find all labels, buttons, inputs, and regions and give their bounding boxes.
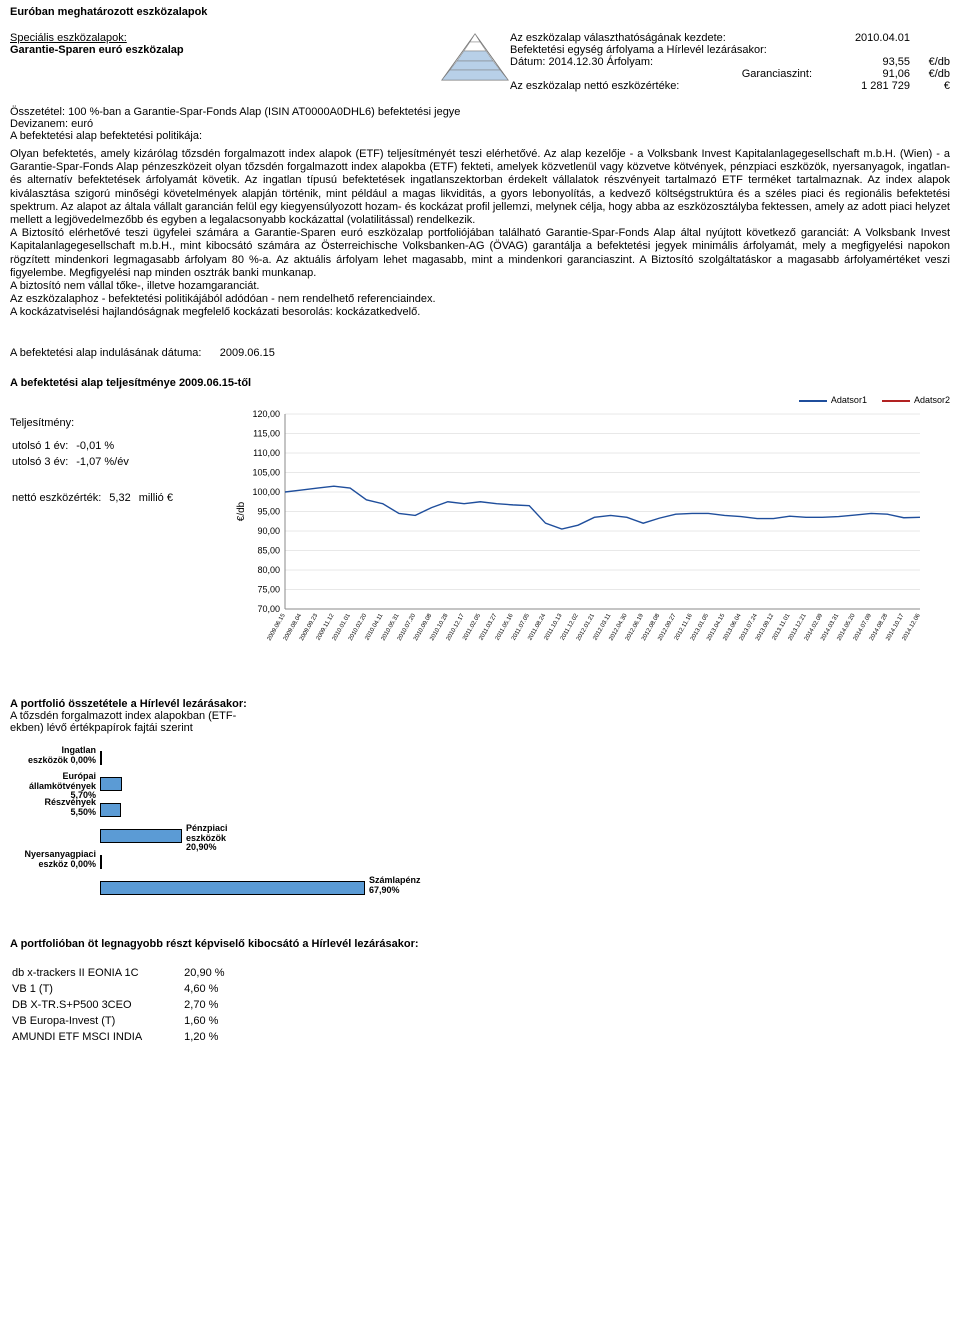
svg-text:90,00: 90,00 (257, 526, 280, 536)
kv-label: Az eszközalap nettó eszközértéke: (510, 80, 820, 92)
kv-label: Dátum: 2014.12.30 Árfolyam: (510, 56, 820, 68)
svg-text:115,00: 115,00 (253, 429, 280, 439)
kv-label: Az eszközalap választhatóságának kezdete… (510, 32, 820, 44)
kv-label: Garanciaszint: (510, 68, 820, 80)
svg-text:100,00: 100,00 (252, 487, 280, 497)
composition-subtitle: A tőzsdén forgalmazott index alapokban (… (10, 710, 950, 734)
svg-text:85,00: 85,00 (257, 546, 280, 556)
composition-title: A portfolió összetétele a Hírlevél lezár… (10, 698, 950, 710)
table-row: VB Europa-Invest (T)1,60 % (12, 1014, 265, 1028)
fund-category: Euróban meghatározott eszközalapok (10, 6, 950, 18)
kv-label: Befektetési egység árfolyama a Hírlevél … (510, 44, 950, 56)
composition-intro: Összetétel: 100 %-ban a Garantie-Spar-Fo… (10, 106, 950, 142)
kv-value: 2010.04.01 (820, 32, 910, 44)
svg-text:105,00: 105,00 (252, 468, 280, 478)
table-row: VB 1 (T)4,60 % (12, 982, 265, 996)
policy-body: Olyan befektetés, amely kizárólag tőzsdé… (10, 148, 950, 319)
pyramid-icon (430, 32, 510, 92)
kv-value: 1 281 729 (820, 80, 910, 92)
svg-text:75,00: 75,00 (257, 585, 280, 595)
svg-text:120,00: 120,00 (252, 409, 280, 419)
svg-text:€/db: €/db (236, 502, 247, 522)
top5-table: db x-trackers II EONIA 1C20,90 % VB 1 (T… (10, 964, 267, 1046)
perf-title: A befektetési alap teljesítménye 2009.06… (10, 377, 950, 389)
line-chart: 70,00 75,00 80,00 85,00 90,00 95,00 100,00 105,… (230, 409, 950, 672)
perf-table: Teljesítmény: utolsó 1 év:-0,01 % utolsó… (10, 409, 230, 507)
svg-text:70,00: 70,00 (257, 604, 280, 614)
table-row: DB X-TR.S+P500 3CEO2,70 % (12, 998, 265, 1012)
header-kv-block: Az eszközalap választhatóságának kezdete… (510, 32, 950, 92)
start-date-row: A befektetési alap indulásának dátuma: 2… (10, 347, 950, 359)
fund-name: Garantie-Sparen euró eszközalap (10, 44, 430, 56)
chart-legend: Adatsor1 Adatsor2 (10, 395, 950, 405)
svg-text:110,00: 110,00 (253, 448, 280, 458)
top5-title: A portfolióban öt legnagyobb részt képvi… (10, 938, 950, 950)
kv-value: 93,55 (820, 56, 910, 68)
header: Euróban meghatározott eszközalapok Speci… (10, 6, 950, 92)
special-label: Speciális eszközalapok: (10, 32, 430, 44)
kv-value: 91,06 (820, 68, 910, 80)
composition-bar-chart: Ingatlan eszközök 0,00%Európai államkötv… (10, 746, 950, 900)
table-row: AMUNDI ETF MSCI INDIA1,20 % (12, 1030, 265, 1044)
svg-text:95,00: 95,00 (257, 507, 280, 517)
svg-text:80,00: 80,00 (257, 565, 280, 575)
table-row: db x-trackers II EONIA 1C20,90 % (12, 966, 265, 980)
